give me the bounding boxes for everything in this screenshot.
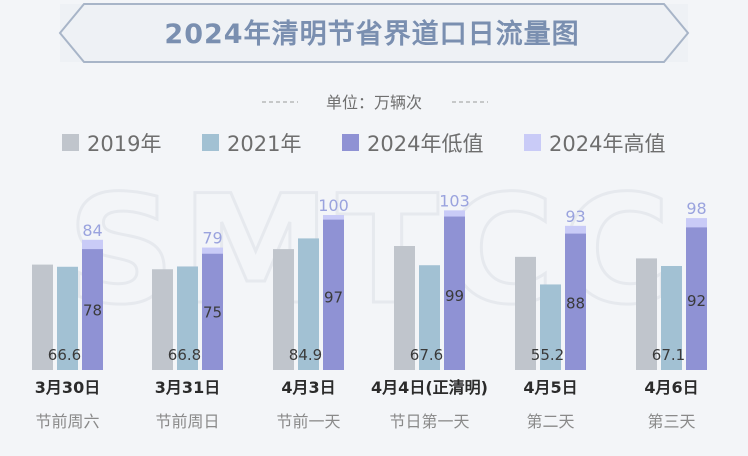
tick-label-2: 4月3日 (281, 378, 335, 397)
value-label-2024-high-3: 103 (439, 191, 470, 210)
value-label-2024-high-5: 98 (686, 199, 706, 218)
tick-sublabel-5: 第三天 (647, 412, 695, 431)
tick-label-5: 4月6日 (644, 378, 698, 397)
value-label-2024-low-1: 75 (203, 304, 222, 322)
bar-2021-5 (661, 265, 682, 370)
value-label-2021-0: 66.6 (48, 346, 81, 364)
bar-2019-4 (515, 256, 536, 370)
value-label-2024-low-2: 97 (324, 288, 343, 306)
value-label-2024-low-4: 88 (566, 295, 585, 313)
legend-swatch-3 (524, 134, 541, 151)
tick-sublabel-4: 第二天 (526, 412, 574, 431)
bar-2024-low-2 (323, 219, 344, 370)
tick-label-0: 3月30日 (35, 378, 100, 397)
chart-title: 2024年清明节省界道口日流量图 (164, 18, 579, 50)
bar-2019-5 (636, 258, 657, 370)
value-label-2024-high-1: 79 (202, 229, 222, 248)
tick-sublabel-1: 节前周日 (155, 412, 219, 431)
value-labels-layer: 66.6 78 84 66.8 75 79 84.9 97 100 67.6 99 103 55.2 88… (48, 191, 707, 364)
title-box (58, 3, 690, 63)
value-label-2024-low-3: 99 (445, 287, 464, 305)
tick-label-1: 3月31日 (155, 378, 220, 397)
value-label-2021-4: 55.2 (531, 346, 564, 364)
legend-label-3: 2024年高值 (549, 132, 665, 156)
legend-label-2: 2024年低值 (367, 132, 483, 156)
value-label-2021-3: 67.6 (410, 346, 443, 364)
value-label-2024-high-4: 93 (565, 207, 585, 226)
bar-2019-3 (394, 246, 415, 370)
value-label-2024-low-5: 92 (687, 292, 706, 310)
legend: 2019年 2021年 2024年低值 2024年高值 (62, 132, 665, 156)
tick-sublabel-0: 节前周六 (35, 412, 99, 431)
bar-2021-1 (177, 266, 198, 370)
bar-2024-low-3 (444, 216, 465, 370)
bar-2019-1 (152, 269, 173, 370)
bar-2024-low-4 (565, 233, 586, 370)
value-label-2024-high-2: 100 (318, 196, 349, 215)
bar-2024-low-1 (202, 253, 223, 370)
value-label-2024-high-0: 84 (82, 221, 102, 240)
legend-swatch-2 (342, 134, 359, 151)
value-label-2021-1: 66.8 (168, 346, 201, 364)
unit-label: 单位：万辆次 (326, 93, 422, 112)
bar-2024-low-5 (686, 227, 707, 370)
value-label-2024-low-0: 78 (83, 302, 102, 320)
bar-2019-2 (273, 249, 294, 370)
bar-2019-0 (32, 264, 53, 370)
tick-label-4: 4月5日 (523, 378, 577, 397)
value-label-2021-5: 67.1 (652, 346, 685, 364)
tick-sublabel-3: 节日第一天 (389, 412, 469, 431)
legend-swatch-1 (202, 134, 219, 151)
bar-2021-2 (298, 238, 319, 370)
bar-2021-0 (57, 266, 78, 370)
value-label-2021-2: 84.9 (289, 346, 322, 364)
bar-2024-low-0 (82, 249, 103, 370)
tick-sublabel-2: 节前一天 (276, 412, 340, 431)
bar-2021-3 (419, 265, 440, 370)
title-box-fill (60, 4, 688, 62)
tick-label-3: 4月4日(正清明) (371, 378, 488, 397)
legend-swatch-0 (62, 134, 79, 151)
legend-label-1: 2021年 (227, 132, 301, 156)
bar-2021-4 (540, 284, 561, 370)
legend-label-0: 2019年 (87, 132, 161, 156)
bars-layer (32, 210, 707, 370)
